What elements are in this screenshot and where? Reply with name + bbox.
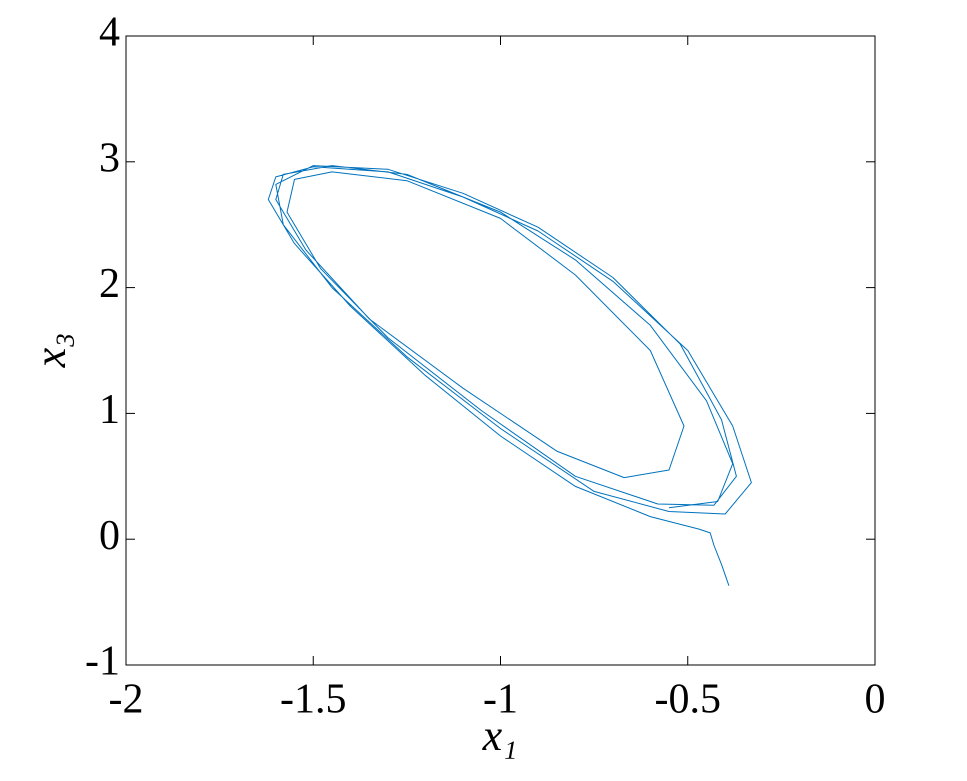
x-tick-label: -1	[483, 677, 518, 723]
y-tick-label: -1	[85, 639, 120, 685]
y-tick-label: 4	[99, 10, 120, 56]
y-tick-label: 0	[99, 513, 120, 559]
plot-frame	[125, 35, 876, 666]
y-tick-label: 2	[99, 261, 120, 307]
x-tick-label: -0.5	[655, 677, 722, 723]
x-tick-label: 0	[865, 677, 886, 723]
y-tick-label: 3	[99, 135, 120, 181]
x-axis-label: x₁	[482, 711, 518, 760]
trajectory-line	[267, 165, 752, 586]
y-tick-label: 1	[99, 387, 120, 433]
y-axis-label: x₃	[26, 333, 75, 369]
x-tick-label: -2	[109, 677, 144, 723]
x-tick-label: -1.5	[280, 677, 347, 723]
